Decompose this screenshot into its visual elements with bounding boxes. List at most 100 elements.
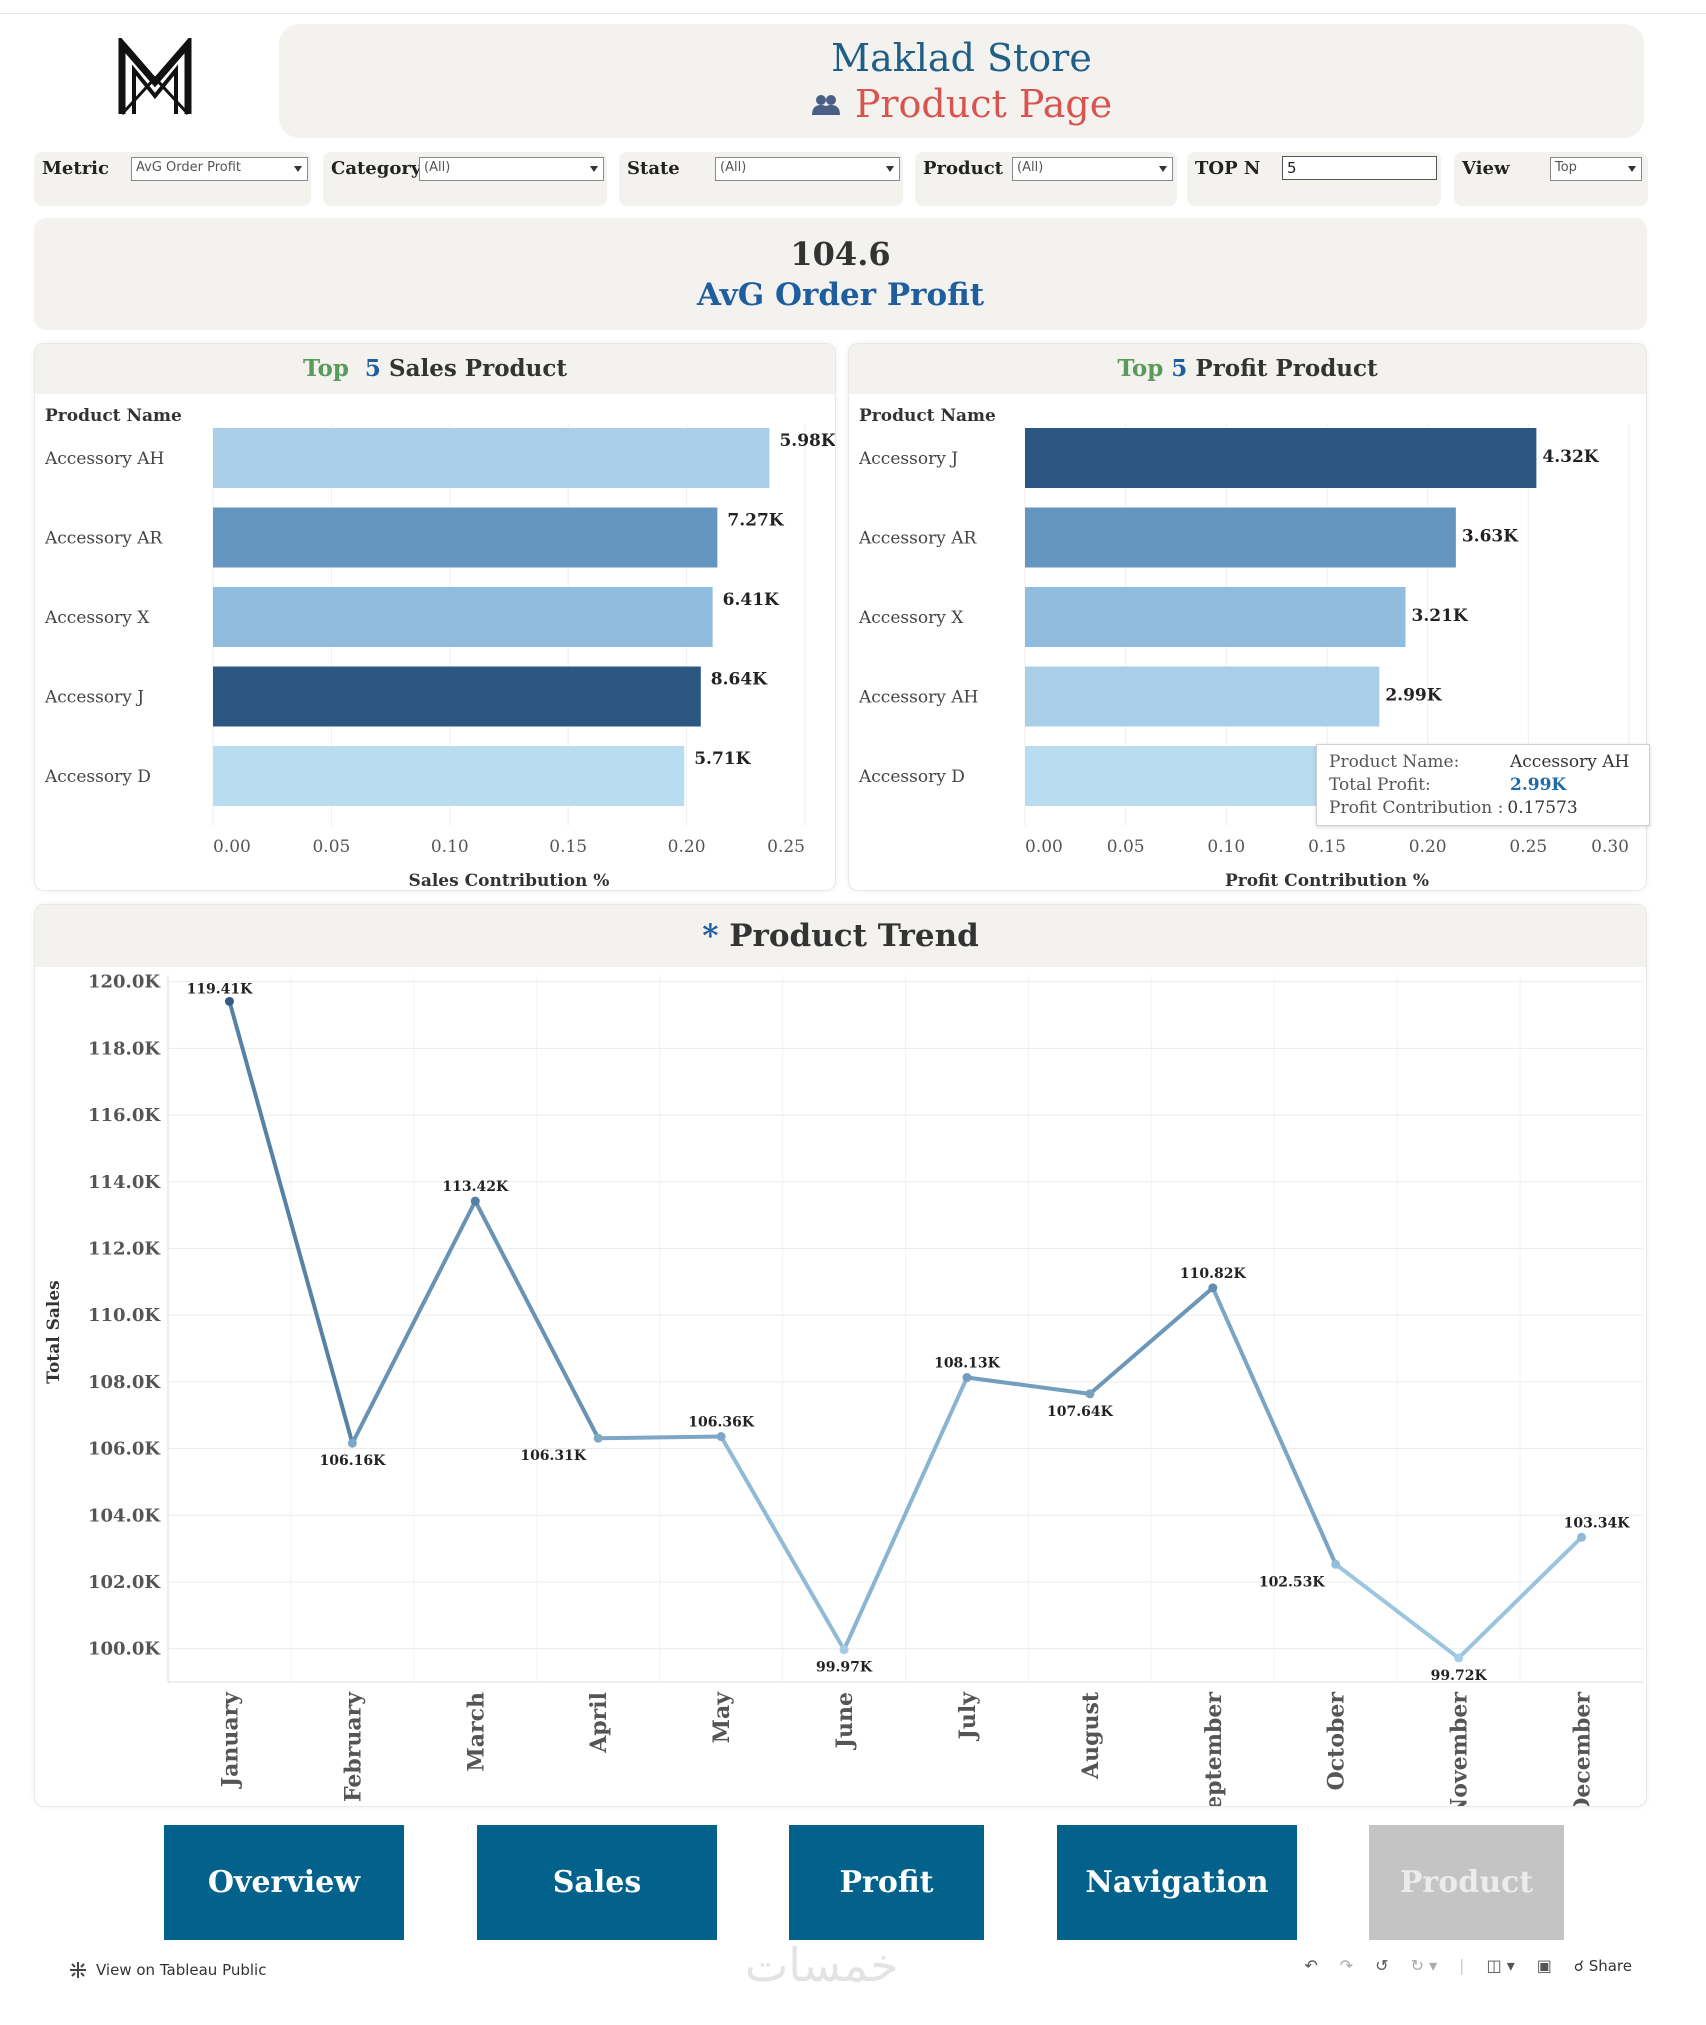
fullscreen-icon[interactable]: ▣ [1536, 1956, 1552, 1975]
tooltip-contrib-label: Profit Contribution : [1329, 798, 1504, 818]
trend-title-text: Product Trend [729, 918, 979, 954]
y-axis-title: Total Sales [44, 1280, 64, 1383]
device-preview-icon[interactable]: ◫ ▾ [1486, 1956, 1515, 1975]
category-dropdown-value: (All) [424, 160, 451, 175]
metric-dropdown-value: AvG Order Profit [136, 160, 242, 175]
top-n-value: 5 [1287, 159, 1297, 177]
filter-metric: Metric AvG Order Profit [34, 152, 311, 206]
nav-navigation-button[interactable]: Navigation [1057, 1825, 1297, 1940]
share-button[interactable]: ☌ Share [1573, 1956, 1632, 1975]
x-axis-title: Sales Contribution % [409, 871, 610, 890]
trend-point [470, 1196, 480, 1206]
filter-view-label: View [1462, 158, 1510, 179]
tooltip-profit-value: 2.99K [1510, 775, 1567, 795]
x-tick-label: October [1324, 1692, 1350, 1791]
filter-state-label: State [627, 158, 680, 179]
bar [213, 428, 770, 488]
bar [1025, 666, 1380, 727]
nav-overview-button[interactable]: Overview [164, 1825, 404, 1940]
sales-bar-chart[interactable]: Product Name 0.00 0.05 0.10 0.15 0.20 0.25 Sale… [35, 394, 835, 890]
people-icon [811, 95, 840, 115]
category-label: Accessory D [858, 767, 965, 787]
x-axis-title: Profit Contribution % [1225, 871, 1429, 890]
nav-product-button[interactable]: Product [1369, 1825, 1564, 1940]
category-label: Accessory J [858, 449, 958, 469]
top-n-input[interactable]: 5 [1282, 156, 1437, 180]
bar-value-label: 6.41K [723, 590, 780, 610]
trend-value-label: 106.36K [688, 1415, 755, 1431]
chevron-down-icon [1159, 166, 1167, 172]
x-tick-label: 0.15 [549, 837, 587, 857]
trend-line-segment [350, 1199, 478, 1446]
nav-sales-button[interactable]: Sales [477, 1825, 717, 1940]
trend-point [1208, 1283, 1218, 1293]
profit-bar-chart[interactable]: Product Name 0.00 0.05 0.10 0.15 0.20 0.25 0.30… [849, 394, 1646, 890]
x-tick-label: May [709, 1691, 735, 1744]
y-tick-label: 110.0K [88, 1305, 161, 1326]
y-tick-label: 106.0K [88, 1439, 161, 1460]
revert-icon[interactable]: ↺ [1375, 1956, 1389, 1975]
filter-top-n: TOP N 5 [1187, 152, 1441, 206]
x-tick-label: August [1078, 1691, 1104, 1780]
x-tick-label: March [463, 1692, 489, 1772]
tooltip-profit-label: Total Profit: [1329, 775, 1431, 795]
trend-value-label: 108.13K [934, 1356, 1001, 1372]
y-tick-label: 116.0K [88, 1105, 161, 1126]
filter-view: View Top [1454, 152, 1648, 206]
kpi-card: 104.6 AvG Order Profit [34, 218, 1647, 330]
product-dropdown[interactable]: (All) [1012, 157, 1173, 181]
nav-profit-button[interactable]: Profit [789, 1825, 984, 1940]
bar-value-label: 7.27K [727, 511, 784, 531]
trend-value-label: 119.41K [187, 981, 254, 997]
row-header-label: Product Name [45, 406, 182, 426]
page-title: Product Page [854, 82, 1113, 126]
view-dropdown[interactable]: Top [1550, 157, 1642, 181]
filter-top-n-label: TOP N [1195, 158, 1261, 179]
filter-state: State (All) [619, 152, 903, 206]
bar [1025, 587, 1406, 647]
profit-panel-title: Top 5 Profit Product [849, 344, 1646, 394]
view-on-tableau-link[interactable]: View on Tableau Public [68, 1960, 266, 1980]
refresh-icon[interactable]: ↻ ▾ [1410, 1956, 1438, 1975]
separator: | [1459, 1956, 1465, 1975]
trend-value-label: 106.31K [520, 1448, 587, 1464]
y-tick-label: 100.0K [88, 1639, 161, 1660]
tooltip-name-value: Accessory AH [1510, 752, 1630, 772]
x-tick-label: 0.20 [668, 837, 706, 857]
profit-title-rest: Profit Product [1195, 355, 1378, 382]
state-dropdown[interactable]: (All) [715, 157, 900, 181]
filter-category-label: Category [331, 158, 422, 179]
trend-line-segment [1210, 1285, 1338, 1567]
category-label: Accessory AR [44, 529, 163, 549]
trend-value-label: 107.64K [1047, 1404, 1114, 1420]
trend-point [716, 1432, 726, 1442]
category-dropdown[interactable]: (All) [419, 157, 604, 181]
y-tick-label: 112.0K [88, 1238, 161, 1259]
kpi-value: 104.6 [790, 235, 891, 273]
bar-value-label: 3.63K [1462, 527, 1519, 547]
x-tick-label: September [1201, 1692, 1227, 1806]
x-tick-label: April [586, 1692, 612, 1754]
view-dropdown-value: Top [1555, 160, 1577, 175]
x-tick-label: November [1447, 1692, 1473, 1806]
bar-value-label: 8.64K [711, 670, 768, 690]
x-tick-label: January [217, 1691, 243, 1790]
kpi-label: AvG Order Profit [696, 277, 985, 313]
bar [213, 587, 713, 647]
category-label: Accessory AH [858, 688, 978, 708]
x-tick-label: 0.25 [1509, 837, 1547, 857]
undo-icon[interactable]: ↶ [1304, 1956, 1318, 1975]
category-label: Accessory X [858, 608, 964, 628]
trend-point [347, 1438, 357, 1448]
trend-line-segment [1456, 1535, 1584, 1660]
redo-icon[interactable]: ↷ [1339, 1956, 1354, 1975]
x-tick-label: 0.25 [767, 837, 805, 857]
product-trend-line-chart[interactable]: 120.0K 118.0K 116.0K 114.0K 112.0K 110.0K 108.… [35, 967, 1646, 1806]
trend-value-label: 106.16K [320, 1453, 387, 1469]
trend-point [593, 1433, 603, 1443]
trend-value-label: 99.72K [1431, 1668, 1488, 1684]
bar-value-label: 2.99K [1385, 686, 1442, 706]
product-dropdown-value: (All) [1017, 160, 1044, 175]
y-tick-label: 118.0K [88, 1038, 161, 1059]
metric-dropdown[interactable]: AvG Order Profit [131, 157, 308, 181]
